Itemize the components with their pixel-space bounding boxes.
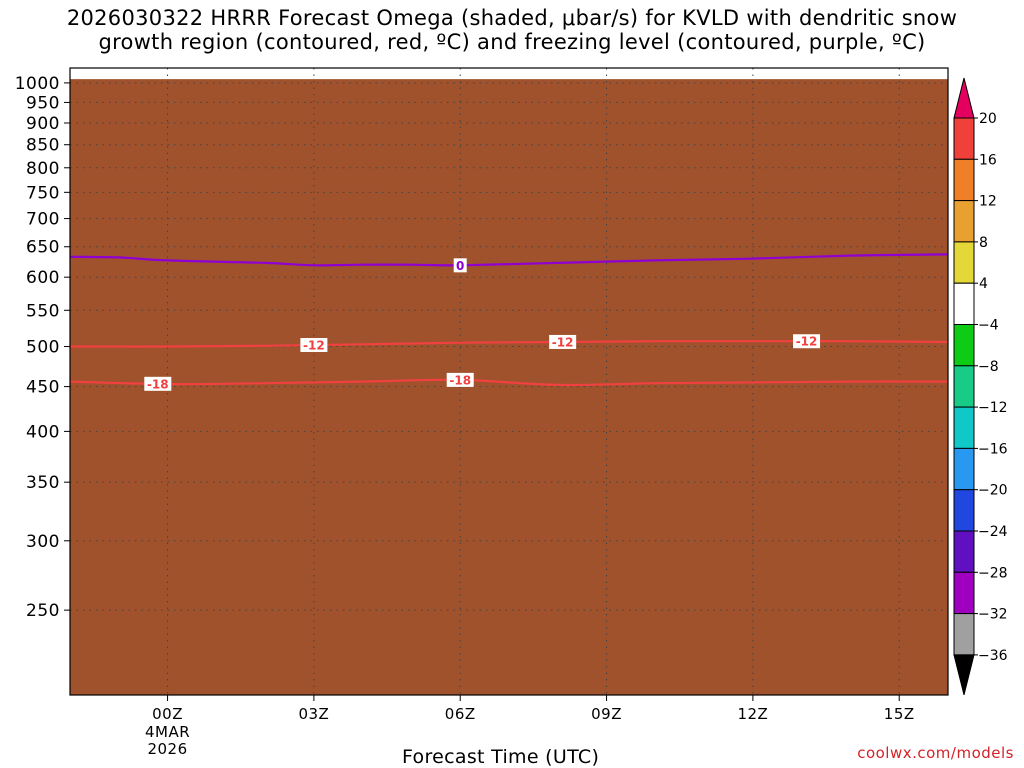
credit-link[interactable]: coolwx.com/models (857, 744, 1014, 762)
y-tick-label: 400 (26, 422, 60, 442)
colorbar-label: 4 (979, 276, 988, 292)
contour-label: 0 (456, 259, 464, 273)
colorbar-bottom-arrow (953, 654, 975, 696)
x-tick-sublabel: 4MAR (145, 723, 190, 741)
colorbar-swatch (953, 200, 975, 243)
x-axis-label: Forecast Time (UTC) (402, 746, 600, 768)
dgz-contour-m18 (69, 378, 949, 387)
contour-label: -12 (303, 339, 325, 353)
contour-label-bg (549, 334, 577, 349)
chart-title-line-2: growth region (contoured, red, ºC) and f… (98, 30, 926, 54)
colorbar-label: 20 (979, 111, 997, 127)
contour-label-bg (144, 376, 172, 391)
x-tick-label: 06Z (445, 705, 476, 723)
colorbar-label: −32 (978, 607, 1008, 623)
y-tick-label: 250 (26, 601, 60, 621)
y-tick-label: 550 (26, 301, 60, 321)
colorbar-swatch (953, 489, 975, 532)
terrain-strip (70, 79, 948, 696)
colorbar-swatch (953, 158, 975, 202)
contour-label: -12 (552, 335, 574, 349)
colorbar-swatch (953, 365, 975, 408)
contour-label: -12 (796, 335, 818, 349)
colorbar-label: −8 (978, 359, 999, 375)
x-tick-label: 00Z (152, 705, 183, 723)
x-tick-label: 15Z (884, 705, 915, 723)
y-tick-label: 1000 (15, 74, 60, 94)
freezing-level-contour (69, 253, 949, 267)
y-tick-label: 600 (26, 268, 60, 288)
y-tick-label: 450 (26, 378, 60, 398)
chart-title: 2026030322 HRRR Forecast Omega (shaded, … (0, 6, 1024, 54)
contour-label-bg (793, 334, 821, 349)
contour-label-bg (453, 258, 467, 273)
chart-title-line-1: 2026030322 HRRR Forecast Omega (shaded, … (66, 6, 958, 30)
y-tick-label: 750 (26, 183, 60, 203)
colorbar-swatch (953, 282, 975, 326)
colorbar-label: −24 (978, 524, 1008, 540)
x-tick-label: 03Z (298, 705, 329, 723)
colorbar-label: −16 (978, 441, 1008, 457)
colorbar-label: 16 (979, 152, 997, 168)
colorbar-top-arrow (953, 77, 975, 119)
colorbar-swatch (953, 324, 975, 367)
colorbar-swatch (953, 571, 975, 615)
y-tick-label: 800 (26, 159, 60, 179)
colorbar-swatch (953, 241, 975, 284)
x-tick-sublabel: 2026 (147, 740, 187, 758)
colorbar-label: 12 (979, 194, 997, 210)
contour-label-bg (300, 338, 328, 353)
y-tick-label: 300 (26, 532, 60, 552)
colorbar-label: −20 (978, 483, 1008, 499)
contour-label: -18 (147, 377, 169, 391)
colorbar-label: −36 (978, 648, 1008, 664)
colorbar-swatch (953, 117, 975, 160)
contour-label-bg (446, 372, 474, 387)
y-tick-label: 950 (26, 93, 60, 113)
contours-layer: -18 -18 -12 -12 -12 0 (69, 253, 949, 391)
colorbar-label: 8 (979, 235, 988, 251)
y-tick-label: 500 (26, 338, 60, 358)
colorbar: 20 16 12 8 4 −4 −8 −12 −16 −20 −24 −28 −32 −36 (953, 77, 1008, 696)
colorbar-label: −12 (978, 400, 1008, 416)
y-tick-label: 850 (26, 136, 60, 156)
colorbar-swatch (953, 447, 975, 491)
y-axis: 2503003504004505005506006507007508008509… (15, 74, 70, 621)
plot-frame (69, 67, 949, 696)
colorbar-swatch (953, 530, 975, 573)
colorbar-label: −4 (978, 318, 999, 334)
x-tick-label: 12Z (737, 705, 768, 723)
y-tick-label: 900 (26, 114, 60, 134)
y-tick-label: 650 (26, 238, 60, 258)
y-tick-label: 700 (26, 210, 60, 230)
x-tick-label: 09Z (591, 705, 622, 723)
colorbar-label: −28 (978, 565, 1008, 581)
y-tick-label: 350 (26, 473, 60, 493)
colorbar-swatch (953, 613, 975, 656)
contour-label: -18 (449, 373, 471, 387)
colorbar-swatch (953, 406, 975, 449)
terrain-layer (70, 79, 948, 696)
